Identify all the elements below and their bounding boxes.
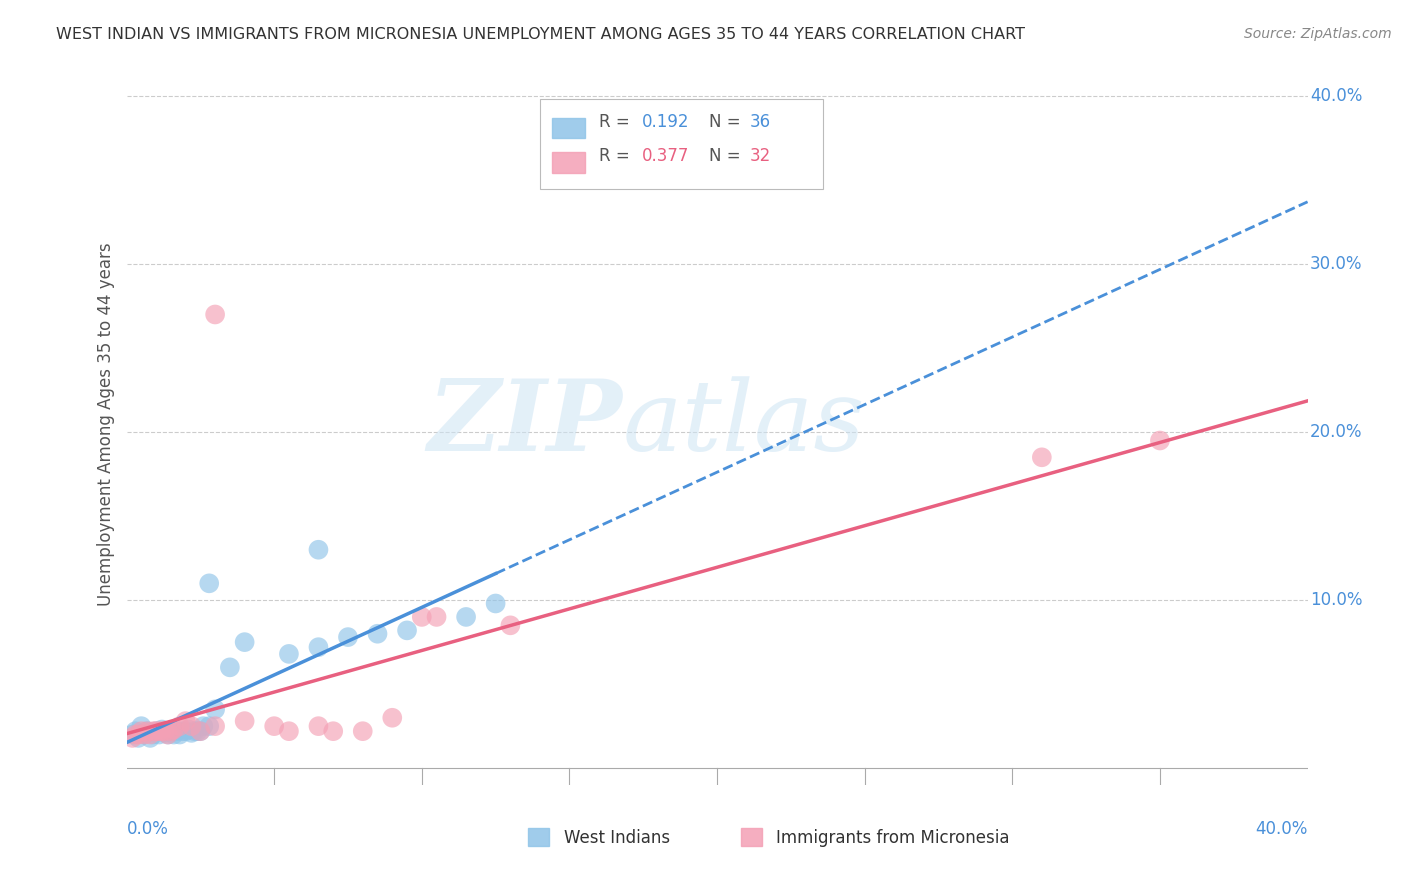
Point [121, 727, 143, 741]
Point [129, 724, 153, 739]
Point [322, 724, 344, 739]
Point [204, 719, 226, 733]
Text: N =: N = [709, 113, 745, 131]
Point [204, 308, 226, 322]
Point [411, 610, 433, 624]
Point [198, 576, 221, 591]
Text: 10.0%: 10.0% [1310, 591, 1362, 609]
Point [136, 724, 159, 739]
Text: Source: ZipAtlas.com: Source: ZipAtlas.com [1244, 27, 1392, 41]
Point [367, 626, 389, 640]
Point [127, 731, 149, 745]
Point [381, 711, 404, 725]
Text: 32: 32 [751, 147, 772, 165]
Point [456, 610, 478, 624]
Text: 30.0%: 30.0% [1310, 255, 1362, 273]
Point [278, 647, 301, 661]
Point [139, 727, 162, 741]
Point [145, 724, 167, 739]
Text: WEST INDIAN VS IMMIGRANTS FROM MICRONESIA UNEMPLOYMENT AMONG AGES 35 TO 44 YEARS: WEST INDIAN VS IMMIGRANTS FROM MICRONESI… [56, 27, 1025, 42]
Text: West Indians: West Indians [564, 829, 669, 847]
Point [308, 640, 330, 655]
Point [180, 726, 202, 740]
Text: 36: 36 [751, 113, 772, 131]
Point [150, 724, 173, 739]
Y-axis label: Unemployment Among Ages 35 to 44 years: Unemployment Among Ages 35 to 44 years [97, 242, 115, 606]
Text: 0.0%: 0.0% [127, 820, 169, 838]
Point [188, 724, 212, 739]
Point [425, 610, 447, 624]
Point [1149, 434, 1171, 448]
Point [337, 630, 360, 644]
Text: 20.0%: 20.0% [1310, 423, 1362, 442]
Point [136, 724, 159, 739]
Point [177, 723, 200, 737]
Point [1031, 450, 1053, 465]
Point [169, 727, 191, 741]
Point [499, 618, 522, 632]
Point [139, 731, 162, 745]
Point [148, 727, 170, 741]
Point [124, 727, 146, 741]
Point [153, 726, 176, 740]
Point [183, 724, 205, 739]
Point [134, 727, 156, 741]
Point [174, 724, 197, 739]
Point [163, 723, 186, 737]
Point [163, 727, 186, 741]
Point [484, 597, 508, 611]
Point [160, 724, 183, 739]
Point [204, 702, 226, 716]
Text: R =: R = [599, 113, 636, 131]
Point [352, 724, 374, 739]
Point [186, 724, 208, 739]
Point [169, 719, 191, 733]
Bar [529, 828, 550, 847]
Text: atlas: atlas [623, 376, 865, 471]
Point [308, 719, 330, 733]
Point [166, 724, 188, 739]
Point [174, 714, 197, 728]
Text: Immigrants from Micronesia: Immigrants from Micronesia [776, 829, 1010, 847]
FancyBboxPatch shape [540, 99, 824, 189]
Point [121, 731, 143, 745]
Bar [551, 153, 585, 173]
Text: 40.0%: 40.0% [1256, 820, 1308, 838]
Text: 0.192: 0.192 [641, 113, 689, 131]
Point [129, 719, 153, 733]
Bar [741, 828, 762, 847]
Point [193, 719, 215, 733]
Point [153, 724, 176, 739]
Text: ZIP: ZIP [427, 376, 623, 472]
Point [156, 727, 179, 741]
Text: 40.0%: 40.0% [1310, 87, 1362, 105]
Point [278, 724, 301, 739]
Point [219, 660, 242, 674]
Point [127, 727, 149, 741]
Text: N =: N = [709, 147, 745, 165]
Point [263, 719, 285, 733]
Point [233, 635, 256, 649]
Point [142, 727, 165, 741]
Point [180, 719, 202, 733]
Point [142, 724, 165, 739]
Point [156, 727, 179, 741]
Point [396, 624, 419, 638]
Point [188, 724, 212, 739]
Text: 0.377: 0.377 [641, 147, 689, 165]
Point [145, 724, 167, 739]
Point [124, 724, 146, 739]
Point [198, 719, 221, 733]
Point [233, 714, 256, 728]
Point [134, 727, 156, 741]
Text: R =: R = [599, 147, 636, 165]
Point [172, 724, 194, 739]
Point [150, 723, 173, 737]
Point [308, 542, 330, 557]
Bar [551, 118, 585, 138]
Point [148, 724, 170, 739]
Point [160, 724, 183, 739]
